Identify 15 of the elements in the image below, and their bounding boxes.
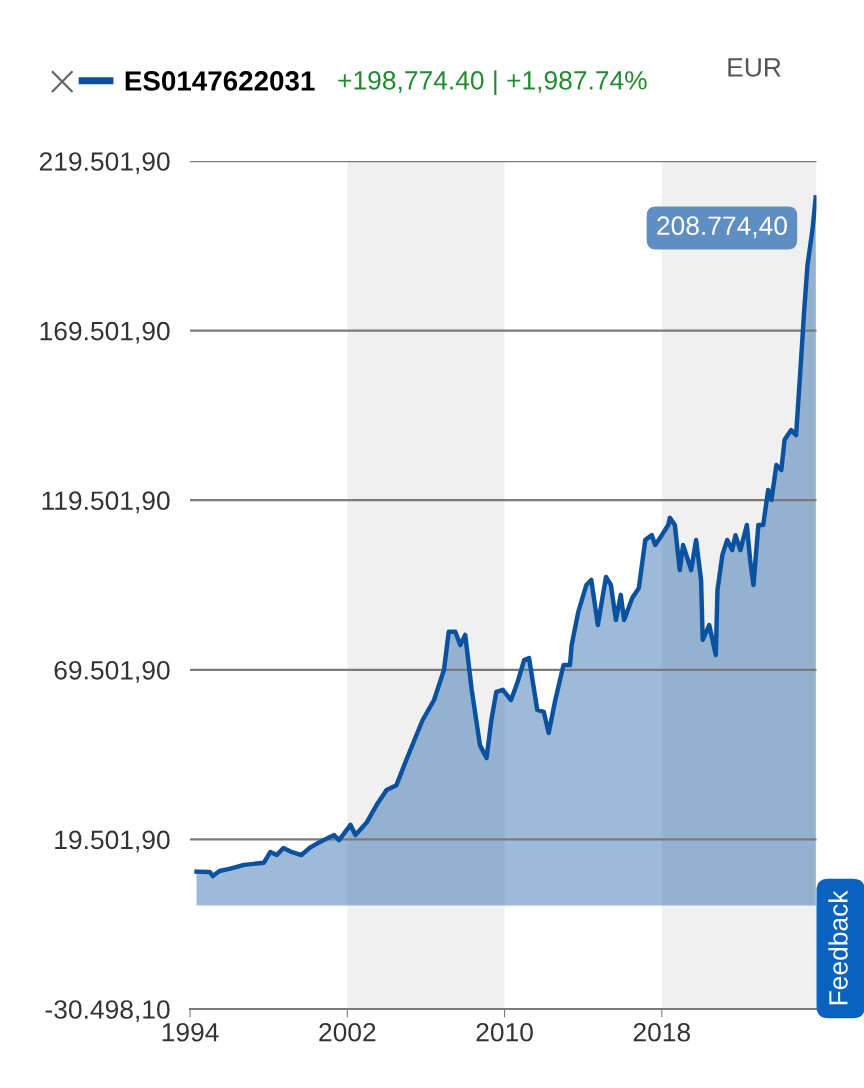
annotation: 208.774,40 <box>657 216 787 239</box>
text: Feedback <box>828 890 848 1005</box>
x-tick-label: 2010 <box>476 1022 533 1042</box>
text: EUR <box>728 58 781 77</box>
text: +198,774.40 | +1,987.74% <box>338 70 647 96</box>
legend-label: ES0147622031 <box>125 71 315 91</box>
y-tick-label: 219.501,90 <box>39 152 170 174</box>
y-tick-label: 69.501,90 <box>54 660 170 683</box>
y-tick-label: 119.501,90 <box>42 491 170 514</box>
x-tick-label: 1994 <box>162 1022 219 1042</box>
y-tick-label: -30.498,10 <box>45 1000 170 1022</box>
x-tick-label: 2002 <box>319 1022 376 1042</box>
y-tick-label: 19.501,90 <box>55 830 170 853</box>
x-tick-label: 2018 <box>633 1022 690 1042</box>
y-tick-label: 169.501,90 <box>40 321 170 344</box>
